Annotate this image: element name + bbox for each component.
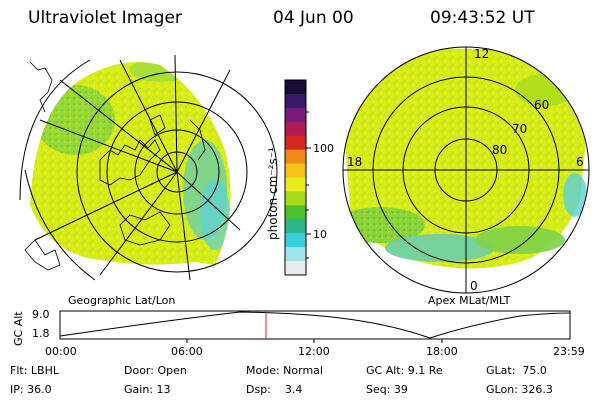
info-dsp: Dsp: 3.4 [246, 383, 303, 396]
colorbar-cell [285, 191, 306, 206]
colorbar-cell [285, 247, 306, 262]
colorbar-tick-100: 100 [313, 142, 334, 155]
geographic-image [19, 54, 278, 281]
mlat-label-80: 80 [492, 143, 507, 157]
right-panel-caption: Apex MLat/MLT [428, 294, 511, 307]
left-panel-caption: Geographic Lat/Lon [68, 294, 176, 307]
info-glon: GLon: 326.3 [486, 383, 553, 396]
mlt-label-0: 0 [470, 279, 478, 293]
colorbar-label: photon cm⁻²s⁻¹ [266, 147, 280, 240]
colorbar: 100 10 photon cm⁻²s⁻¹ [266, 79, 334, 276]
mlt-label-12: 12 [474, 47, 489, 61]
info-door: Door: Open [124, 364, 187, 377]
colorbar-cell [285, 233, 306, 248]
colorbar-cell [285, 205, 306, 220]
colorbar-cell [285, 261, 306, 276]
date-label: 04 Jun 00 [273, 8, 354, 28]
info-ip: IP: 36.0 [10, 383, 52, 396]
colorbar-cell [285, 93, 306, 109]
timeline-ylabel: GC Alt [12, 311, 25, 346]
timeline-xtick: 18:00 [426, 345, 458, 358]
timeline-xtick: 23:59 [553, 345, 585, 358]
timeline-ytick-9: 9.0 [32, 308, 50, 321]
colorbar-cell [285, 177, 306, 192]
info-glat: GLat: 75.0 [486, 364, 547, 377]
info-flt: Flt: LBHL [10, 364, 59, 377]
colorbar-cell [285, 107, 306, 123]
colorbar-cell [285, 135, 306, 151]
mlat-label-70: 70 [512, 122, 527, 136]
info-seq: Seq: 39 [366, 383, 408, 396]
info-gain: Gain: 13 [124, 383, 171, 396]
polar-image: 12 18 6 0 60 70 80 [342, 46, 590, 294]
info-gc-alt: GC Alt: 9.1 Re [366, 364, 443, 377]
mlt-label-18: 18 [347, 155, 362, 169]
time-label: 09:43:52 UT [430, 8, 535, 28]
colorbar-cell [285, 149, 306, 165]
timeline-plot: GC Alt 9.0 1.8 [12, 308, 571, 346]
timeline-ytick-1: 1.8 [32, 327, 50, 340]
colorbar-cell [285, 163, 306, 178]
timeline-xtick: 00:00 [45, 345, 77, 358]
mlt-label-6: 6 [576, 155, 584, 169]
colorbar-tick-10: 10 [313, 228, 327, 241]
mlat-label-60: 60 [534, 98, 549, 112]
app-title: Ultraviolet Imager [28, 8, 182, 28]
colorbar-cell [285, 219, 306, 234]
timeline-xtick: 12:00 [298, 345, 330, 358]
info-mode: Mode: Normal [246, 364, 323, 377]
colorbar-cell [285, 80, 306, 95]
timeline-xtick: 06:00 [171, 345, 203, 358]
colorbar-cell [285, 121, 306, 137]
